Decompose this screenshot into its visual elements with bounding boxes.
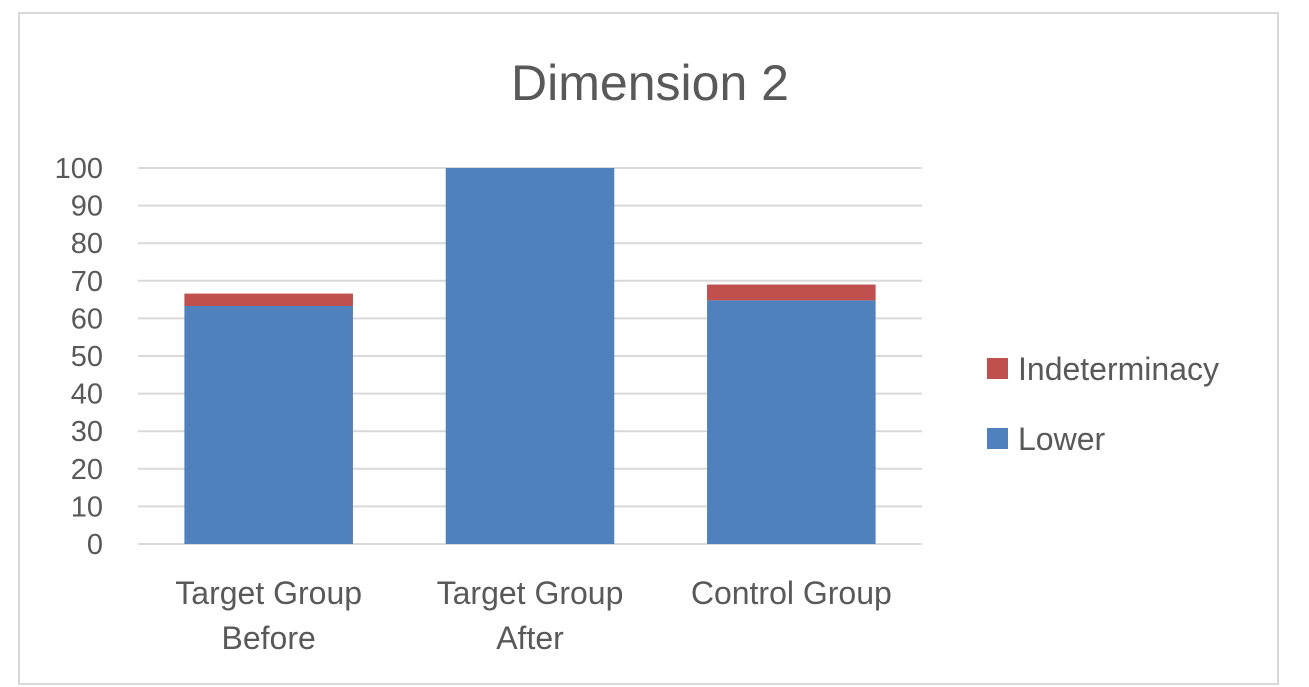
y-tick-label: 100 <box>55 153 103 185</box>
bar-indeterminacy <box>184 293 353 306</box>
legend-swatch-lower <box>987 428 1008 449</box>
legend-swatch-indeterminacy <box>987 358 1008 379</box>
y-tick-label: 70 <box>71 266 103 298</box>
y-axis-ticks: 0 10 20 30 40 50 60 70 80 90 100 <box>55 153 103 561</box>
y-tick-label: 0 <box>87 529 103 561</box>
y-tick-label: 10 <box>71 491 103 523</box>
y-tick-label: 20 <box>71 454 103 486</box>
y-tick-label: 40 <box>71 379 103 411</box>
bar-lower <box>184 305 353 544</box>
x-category-label: Target Group <box>437 575 624 611</box>
x-axis-labels: Target Group Before Target Group After Contr… <box>175 575 892 656</box>
y-tick-label: 90 <box>71 191 103 223</box>
legend-label-indeterminacy: Indeterminacy <box>1018 351 1219 387</box>
bar-lower <box>707 300 876 544</box>
y-tick-label: 30 <box>71 416 103 448</box>
y-tick-label: 60 <box>71 303 103 335</box>
legend: Indeterminacy Lower <box>987 351 1219 457</box>
x-category-label: After <box>496 620 564 656</box>
x-category-label: Control Group <box>691 575 892 611</box>
y-tick-label: 80 <box>71 228 103 260</box>
bars <box>184 168 876 544</box>
x-category-label: Before <box>222 620 316 656</box>
legend-label-lower: Lower <box>1018 421 1106 457</box>
bar-indeterminacy <box>707 284 876 301</box>
chart-title: Dimension 2 <box>511 55 789 111</box>
y-tick-label: 50 <box>71 341 103 373</box>
x-category-label: Target Group <box>175 575 362 611</box>
bar-lower <box>445 168 615 544</box>
